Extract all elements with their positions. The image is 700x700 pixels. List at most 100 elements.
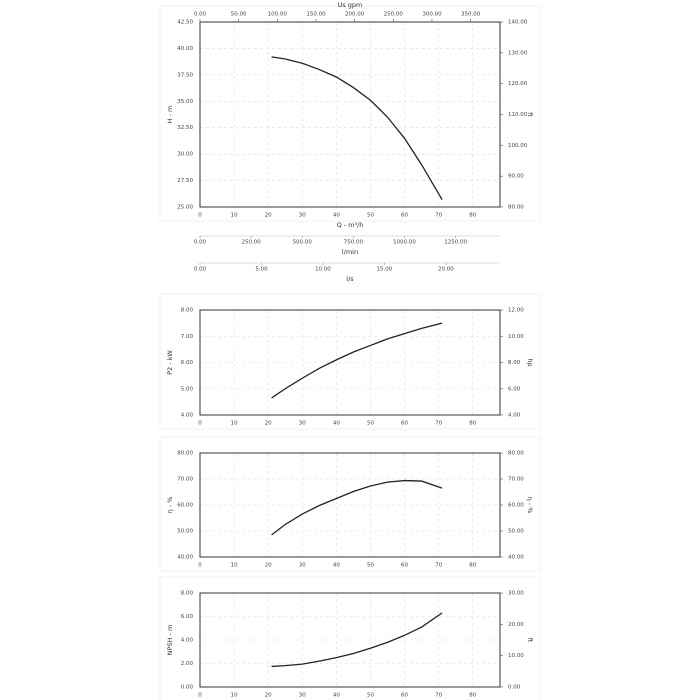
y2-tick-label: 100.00 — [508, 143, 528, 149]
x-tick-label: 20 — [265, 421, 272, 427]
y-tick-label: 60.00 — [177, 503, 193, 509]
extra-tick-label: 250.00 — [241, 240, 261, 246]
y-tick-label: 7.00 — [181, 334, 194, 340]
y-tick-label: 35.00 — [177, 99, 193, 105]
y-tick-label: 8.00 — [181, 591, 194, 597]
curve — [271, 612, 443, 668]
y-axis-label: NPSH - m — [166, 625, 174, 656]
x-tick-label: 30 — [299, 421, 306, 427]
extra-tick-label: 0.00 — [194, 240, 207, 246]
y-tick-label: 0.00 — [181, 685, 194, 691]
y2-axis-label: ft — [526, 112, 534, 117]
x-tick-label: 80 — [469, 693, 476, 699]
x-tick-label: 10 — [231, 421, 238, 427]
top-tick-label: 350.00 — [461, 12, 481, 18]
x-tick-label: 50 — [367, 421, 374, 427]
y-axis-label: H - m — [166, 106, 174, 124]
y2-tick-label: 130.00 — [508, 50, 528, 56]
x-tick-label: 80 — [469, 563, 476, 569]
y-tick-label: 50.00 — [177, 529, 193, 535]
panel — [159, 436, 541, 572]
plot-frame — [199, 309, 501, 416]
y2-tick-label: 140.00 — [508, 20, 528, 26]
curve — [271, 56, 443, 200]
x-tick-label: 0 — [198, 693, 202, 699]
extra-tick-label: 20.00 — [438, 267, 454, 273]
x-tick-label: 70 — [435, 421, 442, 427]
y-tick-label: 6.00 — [181, 614, 194, 620]
x-tick-label: 10 — [231, 693, 238, 699]
plot-frame — [199, 452, 501, 558]
plot-frame — [199, 592, 501, 688]
top-tick-label: 200.00 — [345, 12, 365, 18]
x-tick-label: 40 — [333, 421, 340, 427]
extra-tick-label: 5.00 — [255, 267, 268, 273]
y2-tick-label: 50.00 — [508, 529, 524, 535]
extra-tick-label: 15.00 — [377, 267, 393, 273]
x-tick-label: 20 — [265, 693, 272, 699]
y2-tick-label: 80.00 — [508, 205, 524, 211]
panel — [159, 5, 541, 222]
top-tick-label: 300.00 — [422, 12, 442, 18]
top-tick-label: 150.00 — [306, 12, 326, 18]
x-tick-label: 40 — [333, 693, 340, 699]
x-tick-label: 30 — [299, 693, 306, 699]
x-tick-label: 60 — [401, 213, 408, 219]
y2-axis-label: η - % — [526, 497, 534, 514]
x-tick-label: 10 — [231, 213, 238, 219]
y-tick-label: 5.00 — [181, 386, 194, 392]
y2-tick-label: 90.00 — [508, 174, 524, 180]
extra-axis-label: l/s — [346, 275, 354, 283]
y2-tick-label: 120.00 — [508, 81, 528, 87]
y2-tick-label: 40.00 — [508, 555, 524, 561]
plot-frame — [199, 21, 501, 208]
x-tick-label: 20 — [265, 563, 272, 569]
x-tick-label: 50 — [367, 693, 374, 699]
y2-tick-label: 12.00 — [508, 308, 524, 314]
top-tick-label: 250.00 — [384, 12, 404, 18]
x-tick-label: 50 — [367, 563, 374, 569]
x-tick-label: 40 — [333, 213, 340, 219]
y2-tick-label: 20.00 — [508, 622, 524, 628]
y-tick-label: 4.00 — [181, 638, 194, 644]
extra-tick-label: 1000.00 — [393, 240, 416, 246]
top-tick-label: 50.00 — [231, 12, 247, 18]
y-axis-label: η - % — [166, 497, 174, 514]
curve — [271, 479, 443, 536]
y-tick-label: 2.00 — [181, 661, 194, 667]
y2-axis-label: ft — [526, 638, 534, 643]
x-tick-label: 30 — [299, 213, 306, 219]
x-tick-label: 0 — [198, 563, 202, 569]
x-tick-label: 60 — [401, 421, 408, 427]
y2-tick-label: 6.00 — [508, 386, 521, 392]
y-tick-label: 4.00 — [181, 413, 194, 419]
y-tick-label: 8.00 — [181, 308, 194, 314]
extra-tick-label: 0.00 — [194, 267, 207, 273]
extra-tick-label: 500.00 — [293, 240, 313, 246]
y2-tick-label: 8.00 — [508, 360, 521, 366]
panel — [159, 576, 541, 700]
y-tick-label: 80.00 — [177, 451, 193, 457]
x-tick-label: 80 — [469, 421, 476, 427]
x-tick-label: 70 — [435, 563, 442, 569]
x-tick-label: 80 — [469, 213, 476, 219]
top-tick-label: 100.00 — [268, 12, 288, 18]
x-tick-label: 30 — [299, 563, 306, 569]
y-tick-label: 42.50 — [177, 20, 193, 26]
extra-tick-label: 10.00 — [315, 267, 331, 273]
y-tick-label: 32.50 — [177, 125, 193, 131]
y2-axis-label: hp — [526, 358, 534, 366]
y-tick-label: 70.00 — [177, 477, 193, 483]
y2-tick-label: 110.00 — [508, 112, 528, 118]
y2-tick-label: 30.00 — [508, 591, 524, 597]
x-tick-label: 20 — [265, 213, 272, 219]
y-tick-label: 40.00 — [177, 46, 193, 52]
x-tick-label: 0 — [198, 421, 202, 427]
y-tick-label: 6.00 — [181, 360, 194, 366]
x-axis-label: Q - m³/h — [337, 221, 364, 229]
y-tick-label: 30.00 — [177, 152, 193, 158]
y2-tick-label: 70.00 — [508, 477, 524, 483]
curve — [271, 322, 443, 399]
y-axis-label: P2 - kW — [166, 350, 174, 375]
